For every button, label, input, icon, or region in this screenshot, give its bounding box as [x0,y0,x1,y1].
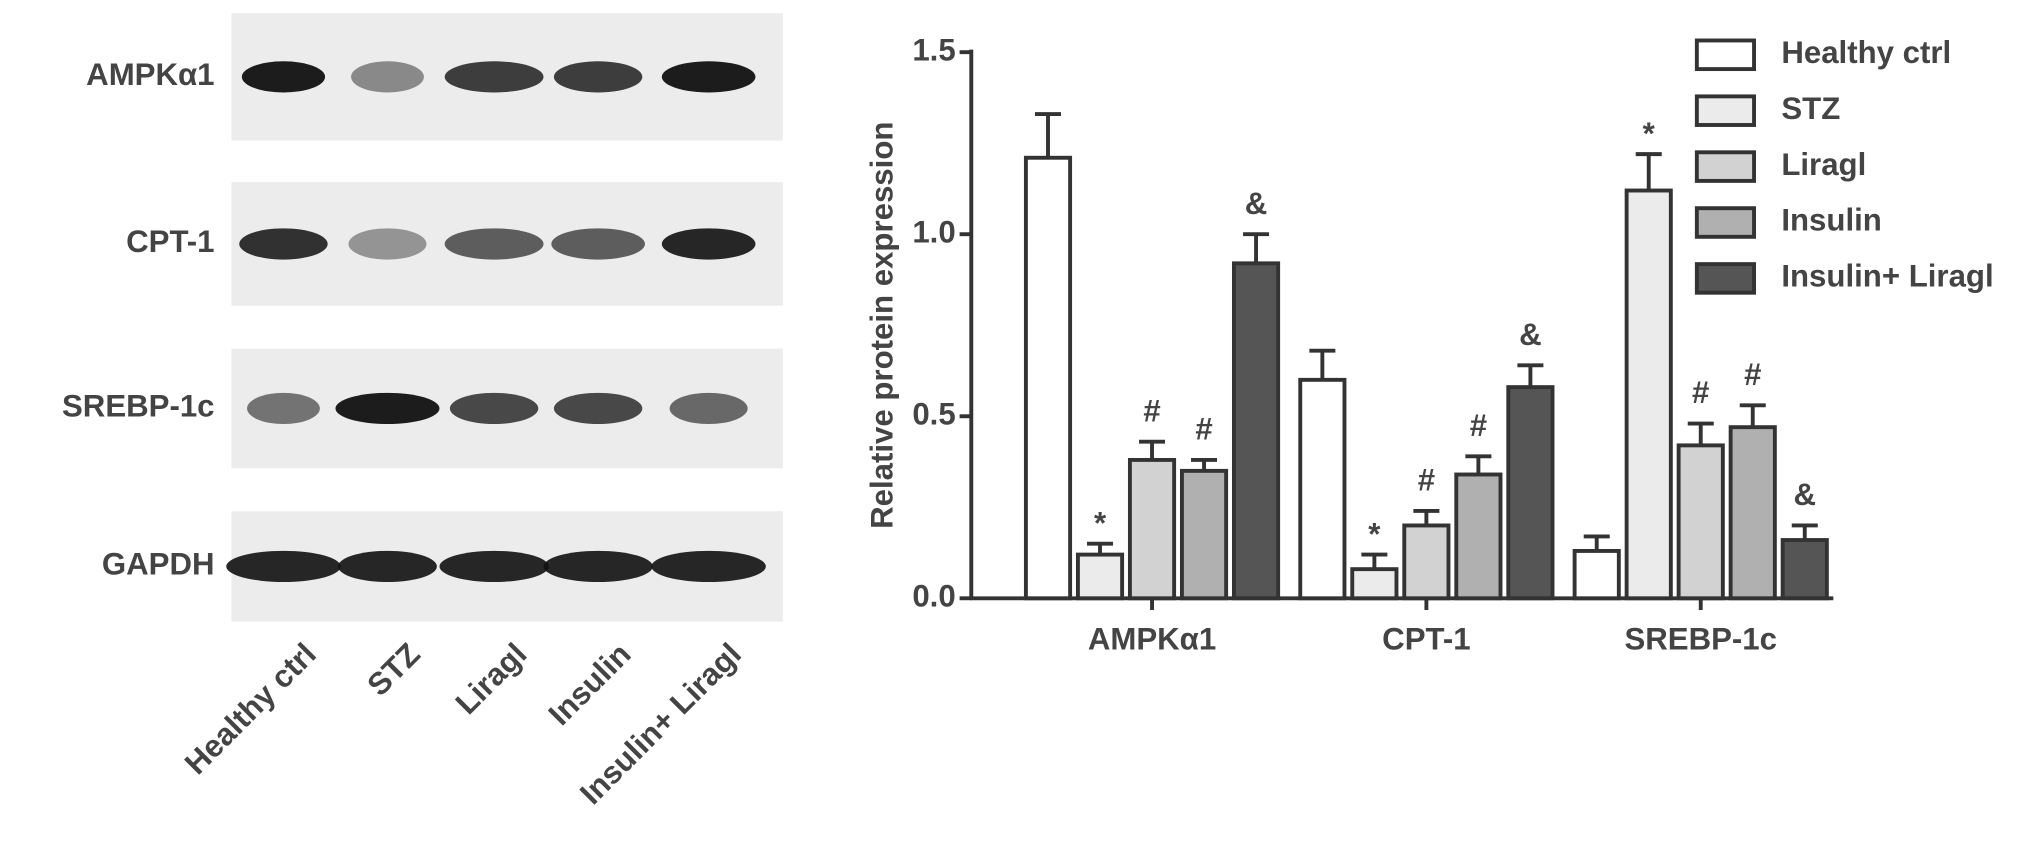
legend-label: STZ [1781,91,1840,126]
blot-band [543,550,653,583]
western-blot: AMPKα1 CPT-1 SREBP-1c GAPDH Healthy ctrl STZ L… [62,13,783,811]
bar [1023,155,1073,601]
blot-band [661,61,756,93]
bar [1572,549,1621,601]
bar [1780,538,1829,601]
blot-band [669,392,748,425]
blot-lane-label: Liragl [449,636,534,721]
bar [1402,523,1451,601]
blot-lane-label: Insulin [542,636,638,732]
legend-swatch [1694,206,1756,239]
legend-label: Healthy ctrl [1781,35,1951,70]
y-axis-label: Relative protein expression [864,122,899,529]
x-tick-label: CPT-1 [1382,621,1470,656]
significance-mark: & [1519,317,1542,352]
legend-swatch [1694,150,1756,183]
bar [1506,385,1555,601]
blot-band [444,61,544,93]
blot-band [651,550,766,583]
significance-mark: * [1368,517,1381,552]
significance-mark: * [1094,506,1107,541]
blot-band [348,228,427,260]
bar [1454,472,1503,601]
significance-mark: # [1418,463,1435,498]
blot-band [239,228,328,260]
y-tick-label: 0.0 [912,579,955,614]
significance-mark: # [1744,357,1761,392]
x-tick-label: AMPKα1 [1088,621,1216,656]
bar [1728,425,1777,601]
blot-band [551,228,645,260]
bar [1179,468,1229,601]
significance-mark: # [1195,412,1212,447]
x-tick-label: SREBP-1c [1624,621,1777,656]
significance-mark: * [1643,116,1656,151]
bar [1231,261,1281,601]
legend-label: Insulin+ Liragl [1781,259,1993,294]
blot-band [449,392,539,425]
significance-mark: & [1245,186,1268,221]
blot-band [241,61,326,93]
bar [1127,457,1177,601]
y-tick-label: 1.0 [912,214,955,249]
significance-mark: # [1470,408,1487,443]
legend-swatch [1694,94,1756,127]
blot-band [553,61,643,93]
blot-lane-label: STZ [360,636,426,702]
legend-label: Liragl [1781,147,1866,182]
blot-row-label: CPT-1 [126,224,214,259]
bar [1676,443,1725,601]
blot-lane-label: Healthy ctrl [178,636,323,781]
blot-row-label: AMPKα1 [86,57,214,92]
blot-band [247,392,320,425]
significance-mark: # [1692,375,1709,410]
blot-band [661,228,756,260]
bar [1298,377,1347,601]
legend-swatch [1694,262,1756,295]
bar [1624,188,1673,601]
blot-band [553,392,643,425]
blot-band [226,550,341,583]
bar [1350,567,1399,601]
significance-mark: # [1143,393,1160,428]
blot-row-label: SREBP-1c [62,389,215,424]
blot-band [444,228,544,260]
blot-row-label: GAPDH [102,547,215,582]
y-tick-label: 0.5 [912,396,955,431]
significance-mark: & [1793,477,1816,512]
bar [1075,552,1125,601]
blot-band [351,61,424,93]
legend-swatch [1694,38,1756,72]
legend-label: Insulin [1781,203,1882,238]
blot-band [335,392,440,425]
blot-band [338,550,437,583]
blot-band [439,550,549,583]
y-tick-label: 1.5 [912,32,955,67]
